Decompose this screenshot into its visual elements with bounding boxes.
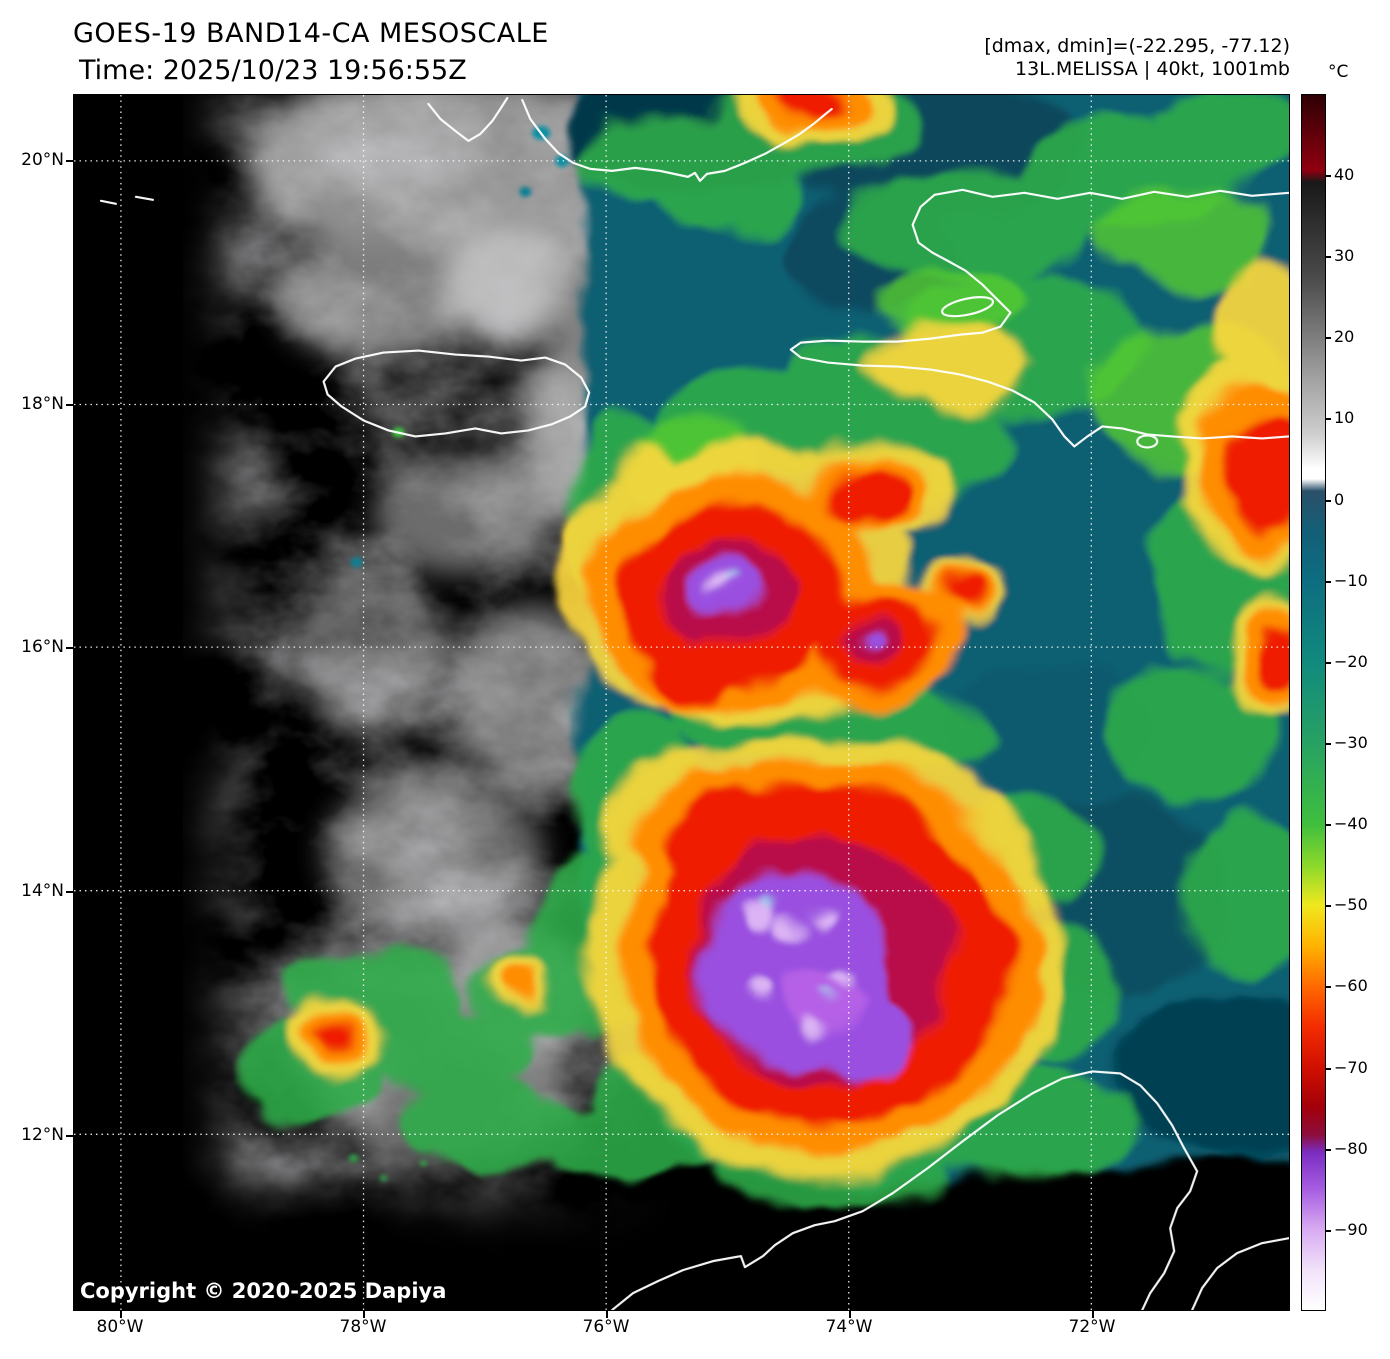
lat-tick [66, 891, 73, 893]
coastline-cuba [427, 96, 509, 143]
coastline-gonave-island [940, 296, 995, 318]
lon-tick [849, 1311, 851, 1318]
coastline-cuba-east [521, 98, 833, 182]
colorbar-tick [1326, 743, 1331, 745]
lat-label-12n: 12°N [21, 1125, 64, 1145]
stray-cloud-specks [348, 1154, 428, 1182]
lat-label-16n: 16°N [21, 637, 64, 657]
colorbar-tick [1326, 337, 1331, 339]
lat-label-18n: 18°N [21, 394, 64, 414]
dmax-dmin-readout: [dmax, dmin]=(-22.295, -77.12) [984, 35, 1290, 57]
colorbar-tick [1326, 1068, 1331, 1070]
satellite-map: Copyright © 2020-2025 Dapiya [73, 94, 1290, 1311]
lon-tick [363, 1311, 365, 1318]
lat-tick [66, 1135, 73, 1137]
lon-label-76w: 76°W [582, 1317, 630, 1337]
lon-label-78w: 78°W [339, 1317, 387, 1337]
colorbar-tick [1326, 175, 1331, 177]
lat-tick [66, 404, 73, 406]
coastlines [99, 96, 1289, 1310]
colorbar-label-m90: −90 [1334, 1220, 1368, 1239]
colorbar-tick [1326, 256, 1331, 258]
coastline-venezuela [1191, 1237, 1289, 1310]
colorbar-label-40: 40 [1334, 165, 1355, 184]
colorbar-tick [1326, 662, 1331, 664]
lon-tick [120, 1311, 122, 1318]
colorbar-label-m50: −50 [1334, 895, 1368, 914]
coastline-hispaniola-north [933, 188, 1289, 200]
coastline-jamaica [322, 349, 591, 438]
colorbar-gradient [1301, 94, 1326, 1311]
copyright: Copyright © 2020-2025 Dapiya [80, 1279, 447, 1303]
lon-label-72w: 72°W [1068, 1317, 1116, 1337]
colorbar-label-m20: −20 [1334, 652, 1368, 671]
lat-label-20n: 20°N [21, 150, 64, 170]
lon-tick [1092, 1311, 1094, 1318]
colorbar-label-m60: −60 [1334, 976, 1368, 995]
lon-label-80w: 80°W [96, 1317, 144, 1337]
colorbar-label-10: 10 [1334, 408, 1355, 427]
page-title: GOES-19 BAND14-CA MESOSCALE [73, 18, 549, 49]
colorbar-label-m30: −30 [1334, 733, 1368, 752]
colorbar-tick [1326, 905, 1331, 907]
lat-tick [66, 160, 73, 162]
coastline-lake-enriquillo [1136, 434, 1159, 449]
coastline-south-america [611, 1070, 1199, 1310]
colorbar-label-m10: −10 [1334, 571, 1368, 590]
colorbar-tick [1326, 1230, 1331, 1232]
colorbar-unit: °C [1328, 62, 1349, 82]
lat-tick [66, 647, 73, 649]
storm-info: 13L.MELISSA | 40kt, 1001mb [1015, 58, 1290, 80]
coastline-haiti [789, 193, 1289, 448]
colorbar-tick [1326, 418, 1331, 420]
colorbar-tick [1326, 986, 1331, 988]
lat-label-14n: 14°N [21, 881, 64, 901]
colorbar-label-m70: −70 [1334, 1058, 1368, 1077]
lon-label-74w: 74°W [825, 1317, 873, 1337]
colorbar-label-m40: −40 [1334, 814, 1368, 833]
coastline-cayman-islands [99, 195, 154, 205]
lon-tick [606, 1311, 608, 1318]
colorbar-tick [1326, 500, 1331, 502]
colorbar-label-0: 0 [1334, 490, 1345, 509]
colorbar-tick [1326, 581, 1331, 583]
color-cloud-field [243, 95, 1289, 1209]
header-annotations: [dmax, dmin]=(-22.295, -77.12) 13L.MELIS… [984, 35, 1290, 81]
colorbar-label-20: 20 [1334, 327, 1355, 346]
timestamp: Time: 2025/10/23 19:56:55Z [79, 55, 467, 86]
colorbar-tick [1326, 824, 1331, 826]
satellite-image [74, 95, 1289, 1310]
colorbar-label-m80: −80 [1334, 1139, 1368, 1158]
colorbar-label-30: 30 [1334, 246, 1355, 265]
colorbar-tick [1326, 1149, 1331, 1151]
